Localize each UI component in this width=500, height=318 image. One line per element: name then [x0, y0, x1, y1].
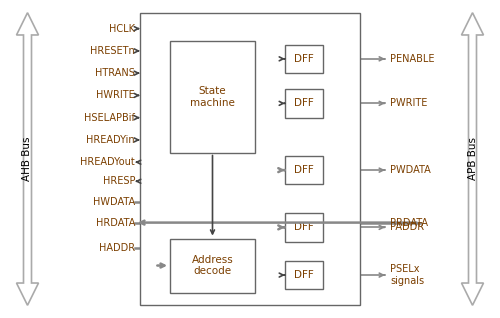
Text: HREADYin: HREADYin	[86, 135, 135, 145]
Text: DFF: DFF	[294, 270, 314, 280]
Text: HADDR: HADDR	[99, 243, 135, 253]
Text: HWRITE: HWRITE	[96, 90, 135, 100]
Text: HRESP: HRESP	[102, 176, 135, 186]
Text: HWDATA: HWDATA	[93, 197, 135, 207]
Bar	[285, 89, 323, 118]
Bar	[170, 238, 255, 293]
Text: DFF: DFF	[294, 222, 314, 232]
Text: HRDATA: HRDATA	[96, 218, 135, 228]
Text: APB Bus: APB Bus	[468, 137, 477, 181]
Text: PENABLE: PENABLE	[390, 54, 434, 64]
Text: PRDATA: PRDATA	[390, 218, 428, 228]
Text: DFF: DFF	[294, 54, 314, 64]
Polygon shape	[462, 13, 483, 305]
Text: HRESETn: HRESETn	[90, 46, 135, 56]
Bar	[285, 213, 323, 242]
Bar	[140, 13, 360, 305]
Text: HREADYout: HREADYout	[80, 157, 135, 167]
Text: HCLK: HCLK	[109, 24, 135, 34]
Text: DFF: DFF	[294, 165, 314, 175]
Text: PWRITE: PWRITE	[390, 98, 428, 108]
Bar	[285, 45, 323, 73]
Text: Address
decode: Address decode	[192, 255, 234, 276]
Bar	[170, 41, 255, 153]
Text: PADDR: PADDR	[390, 222, 424, 232]
Bar	[285, 156, 323, 184]
Text: PSELx
signals: PSELx signals	[390, 264, 424, 286]
Text: AHB Bus: AHB Bus	[22, 137, 32, 181]
Text: DFF: DFF	[294, 98, 314, 108]
Text: HTRANS: HTRANS	[95, 68, 135, 78]
Text: PWDATA: PWDATA	[390, 165, 431, 175]
Text: State
machine: State machine	[190, 86, 235, 108]
Text: HSELAPBif: HSELAPBif	[84, 113, 135, 123]
Polygon shape	[16, 13, 38, 305]
Bar	[285, 261, 323, 289]
